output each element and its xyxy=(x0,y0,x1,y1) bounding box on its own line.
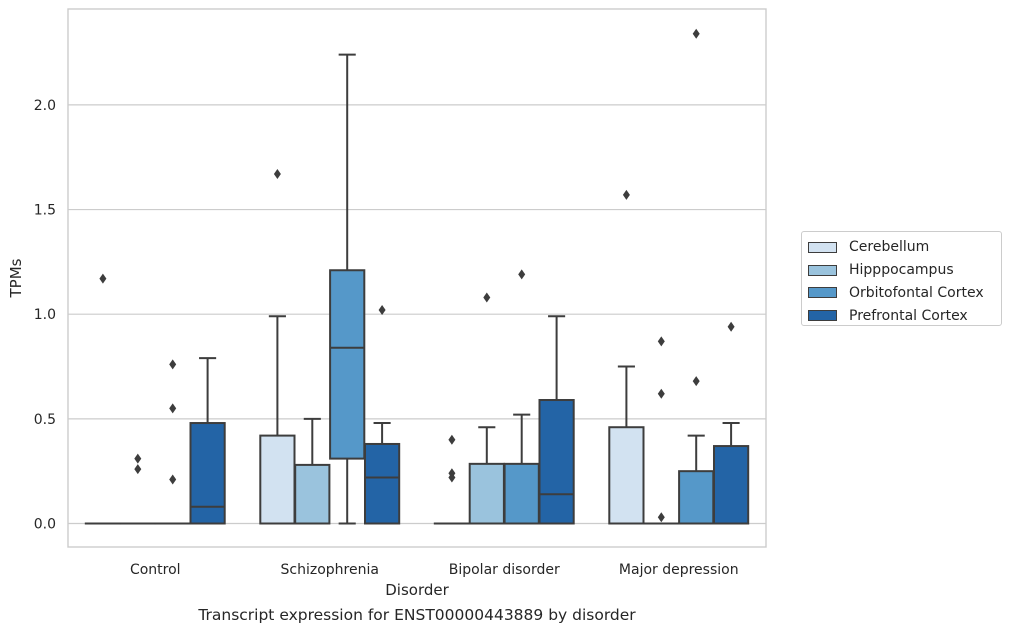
legend-item: Orbitofontal Cortex xyxy=(808,282,1001,305)
legend-swatch xyxy=(808,264,837,276)
box xyxy=(329,269,366,460)
box xyxy=(363,442,401,525)
outlier-point xyxy=(273,168,281,179)
outlier-point xyxy=(169,359,177,370)
outlier-point xyxy=(134,464,142,475)
box xyxy=(608,426,645,525)
outlier-point xyxy=(692,28,700,39)
x-tick-label: Bipolar disorder xyxy=(449,562,560,578)
box xyxy=(503,462,540,525)
outlier-point xyxy=(657,512,665,523)
x-tick-label: Major depression xyxy=(619,562,739,578)
y-tick-label: 2.0 xyxy=(34,98,56,114)
legend-label: Hipppocampus xyxy=(849,262,954,279)
legend-item: Cerebellum xyxy=(808,236,1001,259)
box xyxy=(468,462,505,525)
legend-swatch xyxy=(808,310,837,322)
box xyxy=(678,470,715,525)
box xyxy=(259,434,296,525)
y-tick-label: 0.5 xyxy=(34,412,56,428)
outlier-point xyxy=(99,273,107,284)
x-tick-label: Schizophrenia xyxy=(281,562,379,578)
outlier-point xyxy=(518,269,526,280)
box xyxy=(712,445,750,525)
legend-swatch xyxy=(808,241,837,253)
outlier-point xyxy=(727,321,735,332)
y-tick-label: 1.5 xyxy=(34,203,56,219)
box xyxy=(538,399,575,525)
outlier-point xyxy=(657,388,665,399)
chart-caption: Transcript expression for ENST0000044388… xyxy=(198,606,636,624)
legend-item: Prefrontal Cortex xyxy=(808,304,1001,327)
outlier-point xyxy=(483,292,491,303)
legend-swatch xyxy=(808,287,837,299)
plot-frame xyxy=(67,8,767,548)
outlier-point xyxy=(448,472,456,483)
legend-item: Hipppocampus xyxy=(808,259,1001,282)
outlier-point xyxy=(692,376,700,387)
legend-label: Orbitofontal Cortex xyxy=(849,284,984,301)
outlier-point xyxy=(622,189,630,200)
box xyxy=(294,463,331,525)
legend-label: Cerebellum xyxy=(849,239,930,256)
legend-label: Prefrontal Cortex xyxy=(849,307,968,324)
y-tick-label: 0.0 xyxy=(34,517,56,533)
y-axis-label: TPMs xyxy=(7,258,25,298)
outlier-point xyxy=(448,434,456,445)
y-tick-label: 1.0 xyxy=(34,307,56,323)
box xyxy=(189,422,226,525)
legend: Cerebellum Hipppocampus Orbitofontal Corte… xyxy=(801,231,1002,326)
x-axis-label: Disorder xyxy=(385,581,449,599)
outlier-point xyxy=(378,305,386,316)
x-tick-label: Control xyxy=(130,562,181,578)
outlier-point xyxy=(134,453,142,464)
outlier-point xyxy=(169,474,177,485)
outlier-point xyxy=(169,403,177,414)
outlier-point xyxy=(657,336,665,347)
